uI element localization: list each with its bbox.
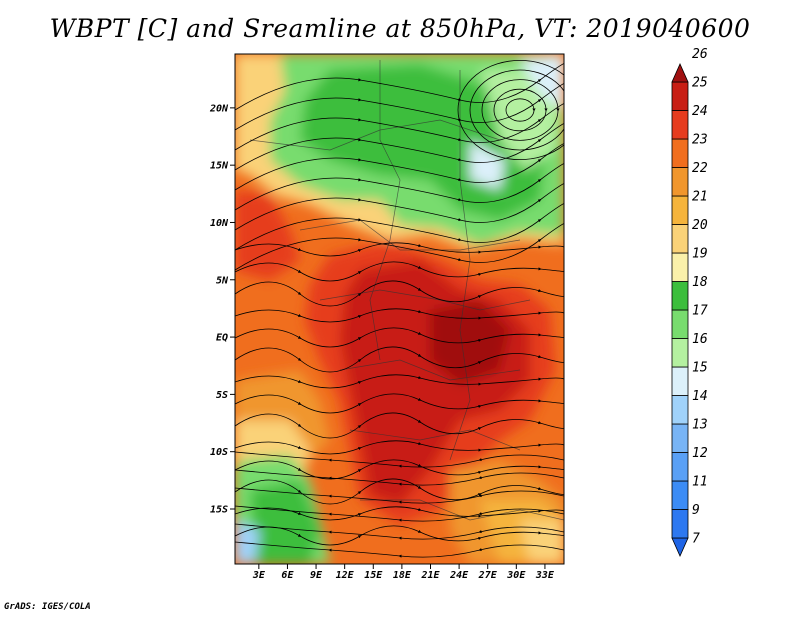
grads-credit: GrADS: IGES/COLA [4,602,91,612]
colorbar-label: 25 [692,76,708,91]
colorbar-segment [671,423,689,453]
streamline [235,83,564,131]
colorbar-min-arrow [671,537,689,557]
lon-tick-label: 30E [506,570,526,581]
colorbar-segment [671,509,689,539]
streamline [235,123,564,171]
streamline [235,523,564,540]
colorbar-segment [671,138,689,168]
lat-tick-label: 15S [210,504,228,515]
colorbar-label: 14 [692,389,708,404]
streamline [235,183,564,231]
colorbar-label: 19 [692,247,708,262]
streamline [481,79,560,141]
streamline [235,203,564,251]
lat-tick-label: 10S [210,447,228,458]
colorbar-segment [671,81,689,111]
streamline [235,541,564,558]
streamlines [235,60,564,558]
lon-tick-label: 12E [336,570,355,581]
colorbar-label: 15 [692,361,708,376]
colorbar-label: 24 [692,104,708,119]
lat-tick-label: 20N [209,103,229,114]
streamline [235,223,564,271]
streamline [235,469,564,486]
lon-tick-label: 6E [281,570,294,581]
colorbar-label: 16 [692,332,708,347]
colorbar-segment [671,281,689,311]
streamline [235,506,564,521]
lon-tick-label: 3E [252,570,266,581]
lat-tick-label: 5N [216,275,229,286]
colorbar-segment [671,167,689,197]
lat-tick-label: 15N [210,161,229,172]
map-frame [234,53,565,565]
streamline [235,103,564,151]
lon-tick-label: 27E [478,570,498,581]
colorbar-label: 11 [692,475,708,490]
map-title: WBPT [C] and Sreamline at 850hPa, VT: 20… [49,14,751,43]
lon-tick-label: 18E [393,570,412,581]
streamline [235,412,564,439]
streamline [235,261,564,282]
colorbar-segment [671,224,689,254]
colorbar-max-arrow [671,63,689,83]
streamline [235,163,564,211]
latitude-axis: 20N 15N 10N 5N EQ 5S 10S 15S [209,103,235,515]
streamline [493,88,548,132]
streamline [469,69,564,151]
colorbar-segment [671,395,689,425]
colorbar-segment [671,366,689,396]
colorbar-segment [671,195,689,225]
lat-tick-label: 5S [216,390,228,401]
colorbar-label: 22 [692,161,708,176]
lat-tick-label: 10N [210,218,229,229]
colorbar-label: 26 [692,47,708,62]
streamline [235,280,564,307]
colorbar-segment [671,480,689,510]
streamline [235,346,564,373]
colorbar-label: 7 [692,532,700,547]
streamline [235,374,564,389]
streamline [235,440,564,455]
colorbar-label: 12 [692,446,708,461]
colorbar-label: 21 [692,190,708,205]
colorbar-segment [671,338,689,368]
streamline [235,451,564,468]
streamline [235,63,564,111]
longitude-axis: 3E 6E 9E 12E 15E 18E 21E 24E 27E 30E 33E [252,564,555,581]
streamline [235,487,564,504]
colorbar-label: 13 [692,418,708,433]
colorbar-label: 18 [692,275,708,290]
colorbar-segment [671,309,689,339]
streamline [235,478,564,505]
colorbar-label: 9 [692,503,700,518]
streamline [235,327,564,348]
streamline [505,98,536,122]
streamline [235,505,564,522]
lat-tick-label: EQ [216,333,228,344]
wbpt-field [235,54,564,564]
colorbar-segment [671,452,689,482]
colorbar: 7 9 11 12 13 14 15 16 17 18 19 20 21 22 23 24 25 26 [671,47,708,557]
colorbar-label: 23 [692,133,708,148]
lon-tick-label: 9E [310,570,323,581]
colorbar-label: 20 [692,218,708,233]
colorbar-segment [671,252,689,282]
lon-tick-label: 24E [449,570,469,581]
lon-tick-label: 21E [420,570,440,581]
colorbar-segment [671,110,689,140]
colorbar-label: 17 [692,304,708,319]
streamline [457,60,564,160]
lon-tick-label: 15E [364,570,383,581]
streamline [235,308,564,323]
streamline [235,393,564,414]
lon-tick-label: 33E [535,570,555,581]
